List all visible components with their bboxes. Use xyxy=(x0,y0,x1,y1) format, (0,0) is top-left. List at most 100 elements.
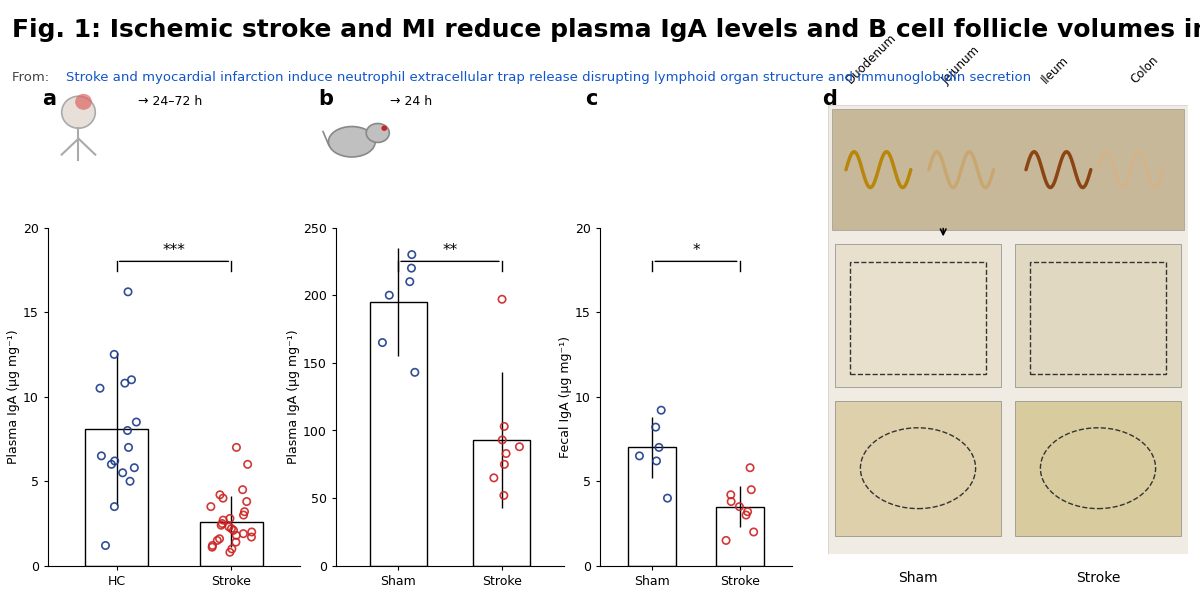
Text: *: * xyxy=(692,243,700,258)
Point xyxy=(742,485,761,494)
Point xyxy=(494,491,514,501)
Point xyxy=(646,422,665,432)
Text: b: b xyxy=(318,89,334,109)
Text: Ileum: Ileum xyxy=(1038,54,1072,87)
Point xyxy=(647,456,666,466)
Point xyxy=(212,518,232,528)
Point xyxy=(220,522,239,532)
Ellipse shape xyxy=(329,127,376,157)
Point xyxy=(210,490,229,499)
Text: Duodenum: Duodenum xyxy=(844,31,899,87)
Point xyxy=(96,541,115,550)
Point xyxy=(222,544,241,554)
Text: Stroke: Stroke xyxy=(1076,571,1120,585)
Point xyxy=(242,527,262,537)
Point xyxy=(658,493,677,503)
Point xyxy=(120,476,139,486)
Point xyxy=(221,514,240,523)
Point xyxy=(234,510,253,520)
Point xyxy=(400,277,419,287)
Point xyxy=(211,520,230,530)
Text: ***: *** xyxy=(162,243,186,258)
Text: a: a xyxy=(42,89,56,109)
Point xyxy=(203,542,222,552)
Bar xyxy=(199,522,263,566)
Y-axis label: Fecal IgA (µg mg⁻¹): Fecal IgA (µg mg⁻¹) xyxy=(559,336,572,458)
Point xyxy=(737,510,756,520)
Text: Jejunum: Jejunum xyxy=(940,44,983,87)
Text: From:: From: xyxy=(12,71,53,84)
Point xyxy=(373,338,392,347)
Point xyxy=(119,442,138,452)
Text: d: d xyxy=(822,89,836,109)
Point xyxy=(102,459,121,469)
Point xyxy=(90,383,109,393)
Point xyxy=(744,527,763,537)
Text: → 24–72 h: → 24–72 h xyxy=(138,95,203,108)
Point xyxy=(649,442,668,452)
Point xyxy=(493,435,512,445)
Point xyxy=(224,525,244,535)
Bar xyxy=(629,447,677,566)
Point xyxy=(494,459,514,469)
Point xyxy=(119,287,138,297)
Point xyxy=(716,536,736,546)
Point xyxy=(104,502,124,512)
Y-axis label: Plasma IgA (µg mg⁻¹): Plasma IgA (µg mg⁻¹) xyxy=(287,330,300,464)
Point xyxy=(738,507,757,517)
Point xyxy=(214,515,233,525)
Point xyxy=(222,524,241,534)
Point xyxy=(494,421,514,431)
Point xyxy=(91,451,110,461)
Point xyxy=(630,451,649,461)
Point xyxy=(485,473,504,483)
Point xyxy=(402,263,421,273)
Bar xyxy=(715,507,763,566)
Point xyxy=(492,295,511,304)
Text: Sham: Sham xyxy=(898,571,938,585)
Circle shape xyxy=(382,125,388,131)
FancyBboxPatch shape xyxy=(835,244,1001,387)
Point xyxy=(740,462,760,472)
Point xyxy=(125,462,144,472)
Circle shape xyxy=(61,96,95,129)
Text: Fig. 1: Ischemic stroke and MI reduce plasma IgA levels and B cell follicle volu: Fig. 1: Ischemic stroke and MI reduce pl… xyxy=(12,18,1200,42)
FancyBboxPatch shape xyxy=(835,401,1001,536)
FancyBboxPatch shape xyxy=(1015,401,1181,536)
Point xyxy=(406,367,425,377)
Point xyxy=(652,405,671,415)
Point xyxy=(510,442,529,451)
Point xyxy=(127,417,146,427)
Text: **: ** xyxy=(443,243,457,258)
Point xyxy=(721,497,740,507)
Point xyxy=(104,349,124,359)
Point xyxy=(227,538,246,547)
Ellipse shape xyxy=(366,124,389,143)
Point xyxy=(122,375,142,385)
Point xyxy=(234,529,253,539)
Text: Colon: Colon xyxy=(1128,54,1162,87)
Point xyxy=(115,378,134,388)
Point xyxy=(497,448,516,458)
Text: c: c xyxy=(586,89,598,109)
Point xyxy=(106,456,125,466)
Point xyxy=(238,497,257,507)
Point xyxy=(227,530,246,540)
Point xyxy=(203,541,222,550)
Y-axis label: Plasma IgA (µg mg⁻¹): Plasma IgA (µg mg⁻¹) xyxy=(7,330,20,464)
Bar xyxy=(370,302,427,566)
Point xyxy=(214,493,233,503)
Text: → 24 h: → 24 h xyxy=(390,95,432,108)
FancyBboxPatch shape xyxy=(1015,244,1181,387)
Point xyxy=(242,532,262,542)
Point xyxy=(221,547,240,557)
Point xyxy=(402,250,421,260)
Circle shape xyxy=(76,94,92,110)
FancyBboxPatch shape xyxy=(828,105,1188,554)
Point xyxy=(721,490,740,499)
Point xyxy=(227,442,246,452)
Bar xyxy=(85,429,149,566)
Text: Stroke and myocardial infarction induce neutrophil extracellular trap release di: Stroke and myocardial infarction induce … xyxy=(66,71,1031,84)
Bar xyxy=(473,440,530,566)
Point xyxy=(208,536,227,546)
